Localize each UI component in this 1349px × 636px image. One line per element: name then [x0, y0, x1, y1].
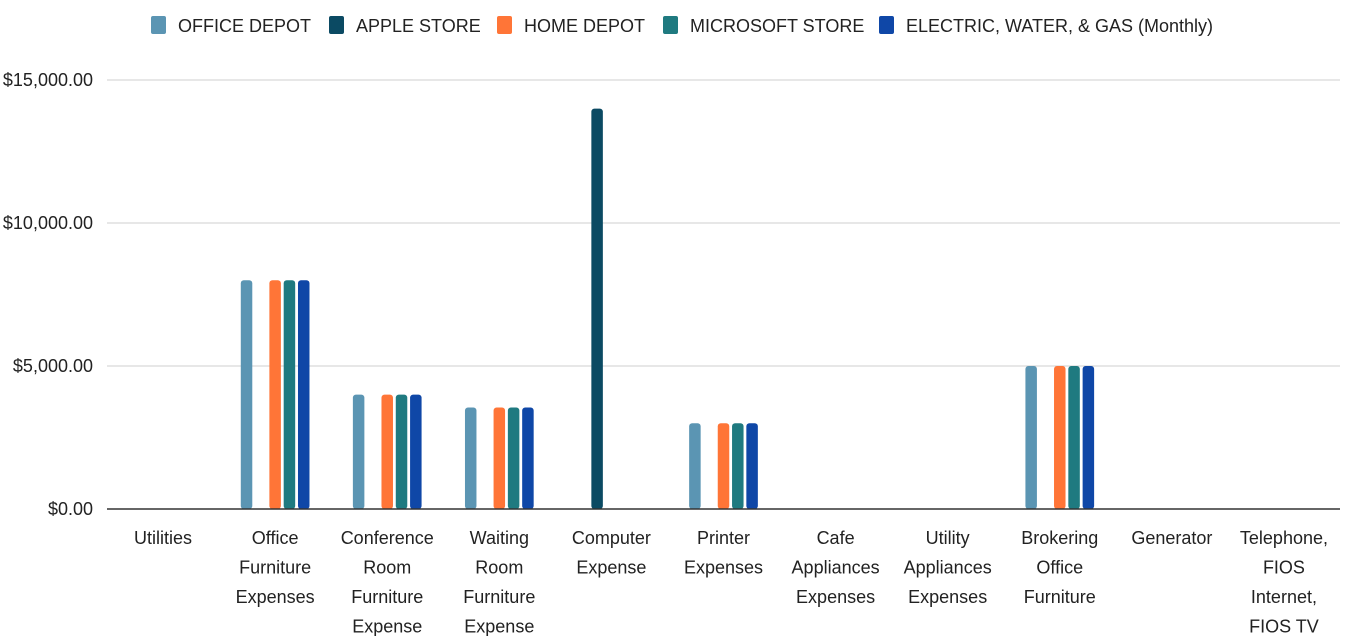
- x-category-label-line: Cafe: [817, 528, 855, 548]
- legend-label: MICROSOFT STORE: [690, 16, 864, 36]
- bar: [746, 423, 758, 509]
- x-category-label: Office Furniture Expenses: [236, 528, 315, 607]
- x-category-label-line: Expense: [464, 617, 534, 636]
- bar: [240, 280, 253, 509]
- gridlines: [107, 79, 1340, 367]
- x-category-label-line: Appliances: [904, 558, 992, 578]
- x-category-label-line: Expenses: [796, 587, 875, 607]
- x-category-label: Utility Appliances Expenses: [904, 528, 992, 607]
- legend-label: HOME DEPOT: [524, 16, 645, 36]
- legend-label: OFFICE DEPOT: [178, 16, 311, 36]
- bars: [240, 108, 1095, 509]
- x-category-label: Cafe Appliances Expenses: [792, 528, 880, 607]
- legend-item: ELECTRIC, WATER, & GAS (Monthly): [879, 16, 1213, 36]
- y-tick-label: $15,000.00: [3, 70, 93, 90]
- x-category-label-line: Expenses: [236, 587, 315, 607]
- x-category-label-line: Computer: [572, 528, 651, 548]
- x-category-label-line: Office: [252, 528, 299, 548]
- bar: [352, 394, 365, 509]
- bar: [507, 407, 520, 509]
- x-category-label: Brokering Office Furniture: [1021, 528, 1098, 607]
- x-category-label: Computer Expense: [572, 528, 651, 578]
- x-axis-labels: Utilities Office Furniture Expenses Conferen…: [134, 528, 1328, 636]
- x-category-label-line: Printer: [697, 528, 750, 548]
- x-category-label-line: Room: [475, 558, 523, 578]
- bar: [732, 423, 744, 509]
- legend-swatch: [151, 16, 166, 34]
- legend-item: OFFICE DEPOT: [151, 16, 311, 36]
- bar: [1054, 366, 1066, 509]
- x-category-label-line: Internet,: [1251, 587, 1317, 607]
- bar: [591, 108, 603, 509]
- x-category-label-line: Utilities: [134, 528, 192, 548]
- y-axis-ticks: $0.00 $5,000.00 $10,000.00 $15,000.00: [3, 70, 93, 519]
- y-tick-label: $10,000.00: [3, 213, 93, 233]
- bar: [269, 280, 281, 509]
- bar: [283, 280, 296, 509]
- bar: [1025, 366, 1037, 509]
- x-category-label-line: Utility: [926, 528, 970, 548]
- x-category-label-line: Expenses: [684, 558, 763, 578]
- x-category-label-line: Furniture: [463, 587, 535, 607]
- x-category-label: Waiting Room Furniture Expense: [463, 528, 535, 636]
- bar: [410, 394, 422, 509]
- bar: [1068, 366, 1080, 509]
- x-category-label-line: Waiting: [470, 528, 529, 548]
- legend-swatch: [329, 16, 344, 34]
- legend-label: ELECTRIC, WATER, & GAS (Monthly): [906, 16, 1213, 36]
- bar: [1082, 366, 1095, 509]
- x-category-label-line: Furniture: [351, 587, 423, 607]
- x-category-label: Printer Expenses: [684, 528, 763, 578]
- x-category-label-line: Room: [363, 558, 411, 578]
- legend-swatch: [663, 16, 678, 34]
- legend-swatch: [497, 16, 512, 34]
- bar: [689, 423, 701, 509]
- x-category-label: Telephone, FIOS Internet, FIOS TV: [1240, 528, 1328, 636]
- legend-item: MICROSOFT STORE: [663, 16, 864, 36]
- x-category-label: Generator: [1131, 528, 1212, 548]
- x-category-label-line: Generator: [1131, 528, 1212, 548]
- x-category-label-line: Expenses: [908, 587, 987, 607]
- x-category-label-line: Office: [1036, 558, 1083, 578]
- x-category-label-line: Telephone,: [1240, 528, 1328, 548]
- bar: [522, 407, 534, 509]
- bar: [493, 407, 506, 509]
- x-category-label: Utilities: [134, 528, 192, 548]
- x-category-label-line: Conference: [341, 528, 434, 548]
- x-category-label-line: Brokering: [1021, 528, 1098, 548]
- bar: [381, 394, 393, 509]
- bar: [717, 423, 730, 509]
- x-category-label-line: Appliances: [792, 558, 880, 578]
- x-category-label-line: Expense: [576, 558, 646, 578]
- bar: [395, 394, 408, 509]
- x-category-label-line: Expense: [352, 617, 422, 636]
- y-tick-label: $0.00: [48, 499, 93, 519]
- y-tick-label: $5,000.00: [13, 356, 93, 376]
- bar: [297, 280, 310, 509]
- x-category-label-line: Furniture: [239, 558, 311, 578]
- legend-label: APPLE STORE: [356, 16, 481, 36]
- legend-item: APPLE STORE: [329, 16, 481, 36]
- legend-item: HOME DEPOT: [497, 16, 645, 36]
- x-category-label-line: FIOS: [1263, 558, 1305, 578]
- bar: [464, 407, 477, 509]
- x-category-label-line: FIOS TV: [1249, 617, 1319, 636]
- x-category-label-line: Furniture: [1024, 587, 1096, 607]
- legend-swatch: [879, 16, 894, 34]
- chart-legend: OFFICE DEPOT APPLE STORE HOME DEPOT MICROSO…: [151, 16, 1213, 36]
- x-category-label: Conference Room Furniture Expense: [341, 528, 434, 636]
